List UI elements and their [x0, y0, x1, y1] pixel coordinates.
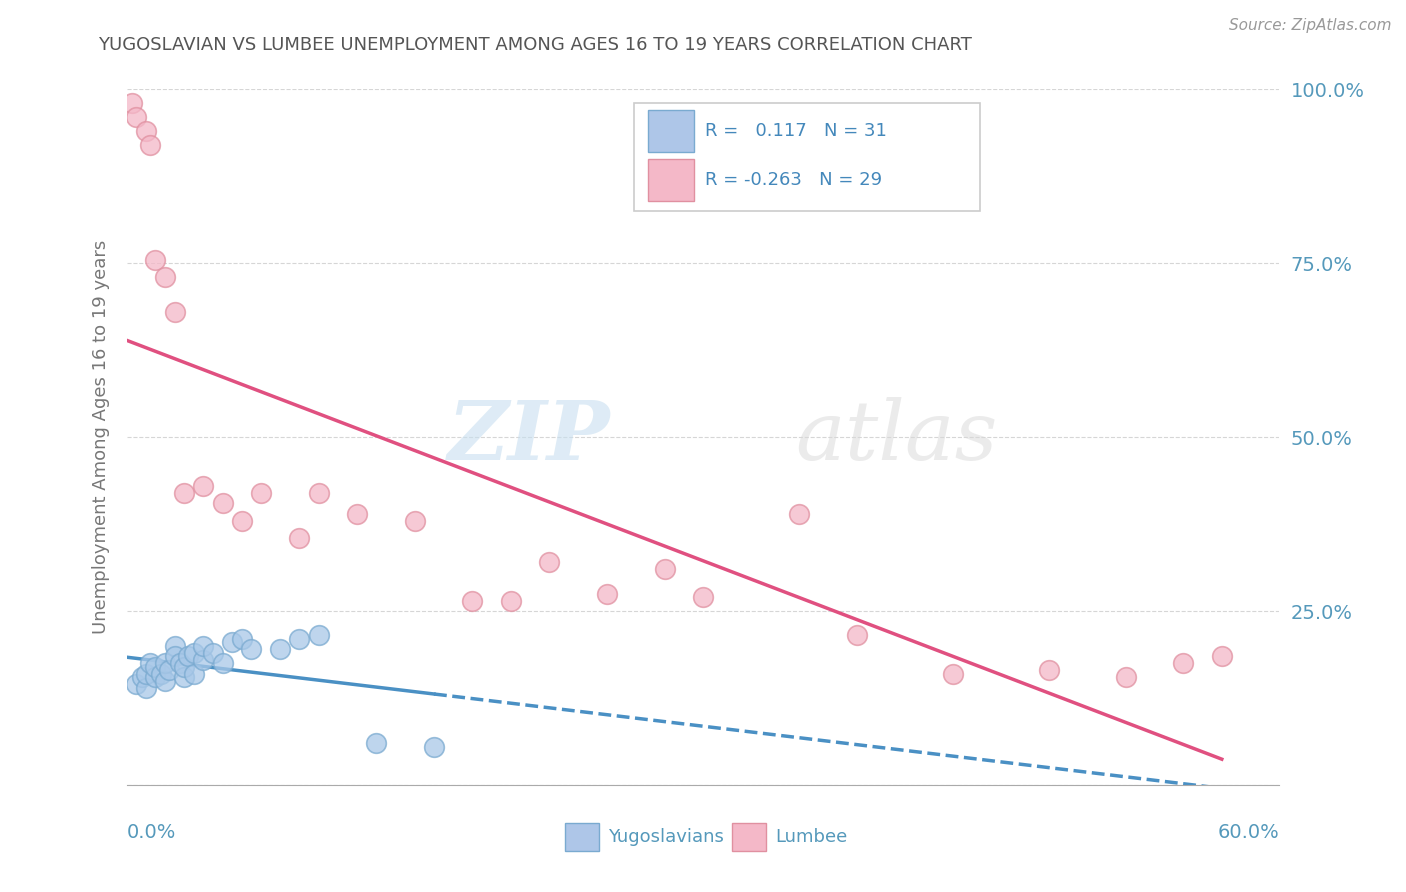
Bar — [565, 823, 599, 851]
Point — [654, 562, 676, 576]
Point — [202, 646, 225, 660]
Point — [121, 96, 143, 111]
Point — [169, 657, 191, 671]
Text: 0.0%: 0.0% — [127, 823, 176, 842]
Bar — [731, 823, 766, 851]
Point — [173, 659, 195, 673]
Point — [461, 593, 484, 607]
Point — [346, 507, 368, 521]
Text: Yugoslavians: Yugoslavians — [609, 828, 724, 847]
Point — [173, 670, 195, 684]
Point — [145, 670, 166, 684]
Point — [1115, 670, 1137, 684]
Point — [145, 659, 166, 673]
Point — [596, 587, 619, 601]
Point — [221, 635, 243, 649]
Point — [150, 666, 173, 681]
Text: YUGOSLAVIAN VS LUMBEE UNEMPLOYMENT AMONG AGES 16 TO 19 YEARS CORRELATION CHART: YUGOSLAVIAN VS LUMBEE UNEMPLOYMENT AMONG… — [98, 36, 973, 54]
Text: 60.0%: 60.0% — [1218, 823, 1279, 842]
Point — [177, 649, 200, 664]
Point — [1211, 649, 1233, 664]
Bar — [634, 103, 980, 211]
Point — [499, 593, 522, 607]
Point — [193, 479, 215, 493]
Point — [138, 657, 160, 671]
Point — [157, 663, 180, 677]
Point — [135, 124, 157, 138]
Point — [288, 531, 311, 545]
Point — [308, 628, 330, 642]
Point — [269, 642, 291, 657]
Point — [153, 270, 176, 285]
Point — [163, 305, 186, 319]
Text: Lumbee: Lumbee — [776, 828, 848, 847]
Point — [308, 485, 330, 500]
Point — [423, 739, 446, 754]
Point — [250, 485, 273, 500]
Point — [193, 639, 215, 653]
Point — [231, 632, 253, 646]
Point — [135, 681, 157, 695]
Point — [183, 646, 205, 660]
Text: ZIP: ZIP — [449, 397, 610, 477]
Point — [211, 657, 233, 671]
Text: R = -0.263   N = 29: R = -0.263 N = 29 — [706, 170, 883, 188]
Point — [942, 666, 965, 681]
Point — [404, 514, 426, 528]
Point — [366, 736, 388, 750]
Y-axis label: Unemployment Among Ages 16 to 19 years: Unemployment Among Ages 16 to 19 years — [91, 240, 110, 634]
Point — [163, 649, 186, 664]
Point — [1038, 663, 1060, 677]
Point — [1173, 657, 1195, 671]
Point — [193, 653, 215, 667]
Point — [231, 514, 253, 528]
Point — [538, 555, 561, 569]
Point — [131, 670, 153, 684]
Point — [288, 632, 311, 646]
Bar — [648, 110, 693, 152]
Point — [211, 496, 233, 510]
Point — [138, 137, 160, 152]
Point — [183, 666, 205, 681]
Text: Source: ZipAtlas.com: Source: ZipAtlas.com — [1229, 18, 1392, 33]
Bar — [648, 159, 693, 201]
Text: atlas: atlas — [796, 397, 998, 477]
Point — [163, 639, 186, 653]
Text: R =   0.117   N = 31: R = 0.117 N = 31 — [706, 122, 887, 140]
Point — [135, 666, 157, 681]
Point — [145, 252, 166, 267]
Point — [153, 673, 176, 688]
Point — [692, 590, 714, 604]
Point — [125, 110, 148, 124]
Point — [240, 642, 263, 657]
Point — [153, 657, 176, 671]
Point — [845, 628, 868, 642]
Point — [173, 485, 195, 500]
Point — [125, 677, 148, 691]
Point — [787, 507, 810, 521]
